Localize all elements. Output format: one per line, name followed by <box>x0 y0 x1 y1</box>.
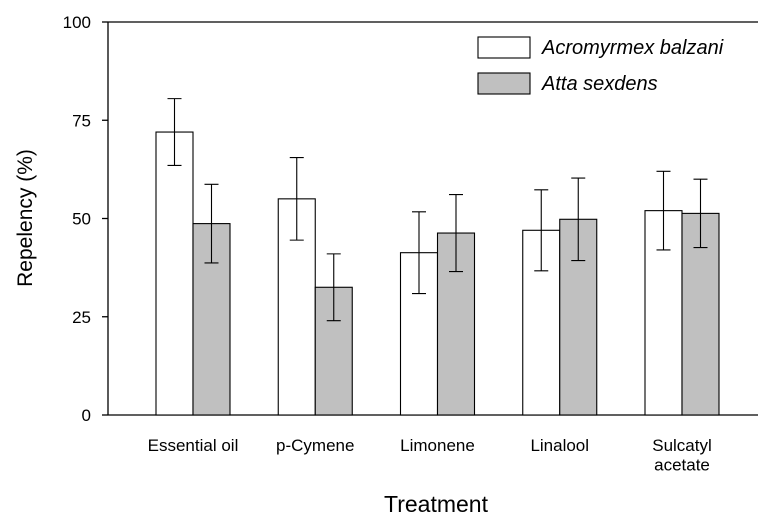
x-tick-label: p-Cymene <box>276 436 354 455</box>
error-bar <box>326 253 341 322</box>
error-bar <box>534 189 549 272</box>
y-tick-label: 50 <box>72 210 91 229</box>
x-tick-label: Linalool <box>530 436 589 455</box>
y-axis-title: Repelency (%) <box>14 149 37 287</box>
y-tick-label: 75 <box>72 111 91 130</box>
x-axis-title: Treatment <box>384 491 489 515</box>
error-bar <box>571 177 586 262</box>
error-bar <box>289 157 304 241</box>
legend-swatch <box>477 72 531 95</box>
error-bar <box>693 178 708 249</box>
y-tick-label: 25 <box>72 308 91 327</box>
bar <box>155 131 194 416</box>
legend-label: Acromyrmex balzani <box>541 37 724 59</box>
error-bar <box>449 193 463 273</box>
legend-label: Atta sexdens <box>541 73 658 95</box>
x-tick-label: Essential oil <box>148 436 239 455</box>
x-tick-label: Sulcatyl acetate <box>652 436 712 475</box>
error-bar <box>656 170 671 251</box>
y-tick-label: 0 <box>82 406 91 425</box>
error-bar <box>167 98 182 166</box>
x-tick-label: Limonene <box>400 436 475 455</box>
y-tick-label: 100 <box>63 13 91 32</box>
error-bar <box>412 211 426 295</box>
error-bar <box>204 183 219 264</box>
legend-swatch <box>477 36 531 59</box>
